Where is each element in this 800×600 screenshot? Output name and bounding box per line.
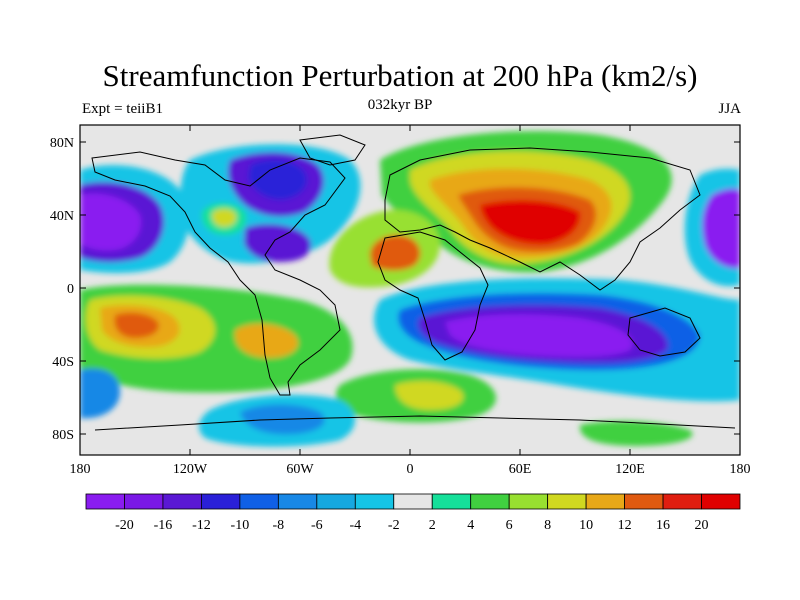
- y-tick-label: 40N: [50, 209, 74, 224]
- colorbar-swatch: [508, 493, 549, 510]
- atlantic-anomaly-core: [370, 234, 421, 271]
- colorbar-swatch: [316, 493, 356, 510]
- colorbar-label: 2: [429, 518, 436, 533]
- gulf-anomaly: [244, 224, 311, 262]
- africa-outline: [377, 231, 489, 361]
- sindian-positive-band: [579, 420, 693, 446]
- southern-ocean-positive-core: [395, 380, 464, 410]
- colorbar-swatch: [85, 493, 125, 510]
- x-tick-label: 60W: [286, 462, 314, 477]
- colorbar: -20 -16 -12 -10 -8 -6 -4 -2 2 4 6 8 10 12 16 20: [85, 493, 741, 533]
- y-axis: 80N 40N 0 40S 80S: [50, 136, 740, 443]
- small-positive-core: [211, 208, 237, 227]
- namerica-anomaly-core: [248, 159, 308, 200]
- x-tick-label: 0: [407, 462, 414, 477]
- chart-title: Streamfunction Perturbation at 200 hPa (…: [102, 58, 698, 93]
- y-tick-label: 80S: [52, 428, 74, 443]
- y-tick-label: 80N: [50, 136, 74, 151]
- colorbar-swatch: [201, 493, 241, 510]
- colorbar-label: 16: [656, 518, 670, 533]
- antarctica-outline: [94, 415, 736, 431]
- y-tick-label: 0: [67, 282, 74, 297]
- colorbar-swatch: [431, 493, 472, 510]
- colorbar-label: -4: [349, 518, 361, 533]
- y-tick-label: 40S: [52, 355, 74, 370]
- colorbar-swatch: [662, 493, 702, 510]
- australia-outline: [627, 307, 701, 357]
- eurasia-outline: [384, 147, 701, 291]
- colorbar-swatch: [393, 493, 433, 510]
- colorbar-swatch: [162, 493, 202, 510]
- x-tick-label: 120E: [615, 462, 645, 477]
- sindian-anomaly-core: [445, 314, 633, 357]
- spacific-anomaly-core: [114, 312, 159, 338]
- colorbar-label: 10: [579, 518, 593, 533]
- epacific-anomaly-core: [702, 188, 740, 269]
- colorbar-label: -2: [388, 518, 400, 533]
- colorbar-label: 6: [506, 518, 513, 533]
- season-label: JJA: [718, 101, 741, 117]
- colorbar-swatch: [585, 493, 625, 510]
- x-axis: 180 120W 60W 0 60E 120E 180: [70, 125, 751, 477]
- x-tick-label: 60E: [509, 462, 532, 477]
- colorbar-label: 8: [544, 518, 551, 533]
- colorbar-swatch: [701, 493, 741, 510]
- colorbar-label: -8: [273, 518, 285, 533]
- colorbar-swatch: [354, 493, 395, 510]
- colorbar-label: -6: [311, 518, 323, 533]
- x-tick-label: 120W: [173, 462, 208, 477]
- colorbar-label: -12: [192, 518, 211, 533]
- colorbar-swatch: [124, 493, 164, 510]
- far-sw-anomaly: [80, 368, 120, 419]
- americas-outline: [91, 151, 346, 396]
- coastlines: [91, 134, 736, 431]
- period-label: 032kyr BP: [367, 97, 433, 113]
- x-tick-label: 180: [70, 462, 91, 477]
- colorbar-swatch: [277, 493, 318, 510]
- experiment-label: Expt = teiiB1: [82, 101, 163, 117]
- colorbar-label: 4: [467, 518, 474, 533]
- colorbar-swatch: [470, 493, 510, 510]
- contour-field: [80, 125, 740, 455]
- greenland-outline: [299, 134, 366, 166]
- colorbar-label: 20: [695, 518, 709, 533]
- colorbar-label: 12: [618, 518, 632, 533]
- colorbar-label: -10: [231, 518, 250, 533]
- asia-anomaly-max: [480, 200, 581, 245]
- npacific-anomaly-core: [80, 193, 142, 251]
- spacific-secondary: [234, 323, 299, 358]
- colorbar-label: -20: [115, 518, 134, 533]
- colorbar-swatch: [239, 493, 279, 510]
- colorbar-swatch: [624, 493, 664, 510]
- x-tick-label: 180: [730, 462, 751, 477]
- colorbar-swatch: [547, 493, 587, 510]
- colorbar-label: -16: [154, 518, 173, 533]
